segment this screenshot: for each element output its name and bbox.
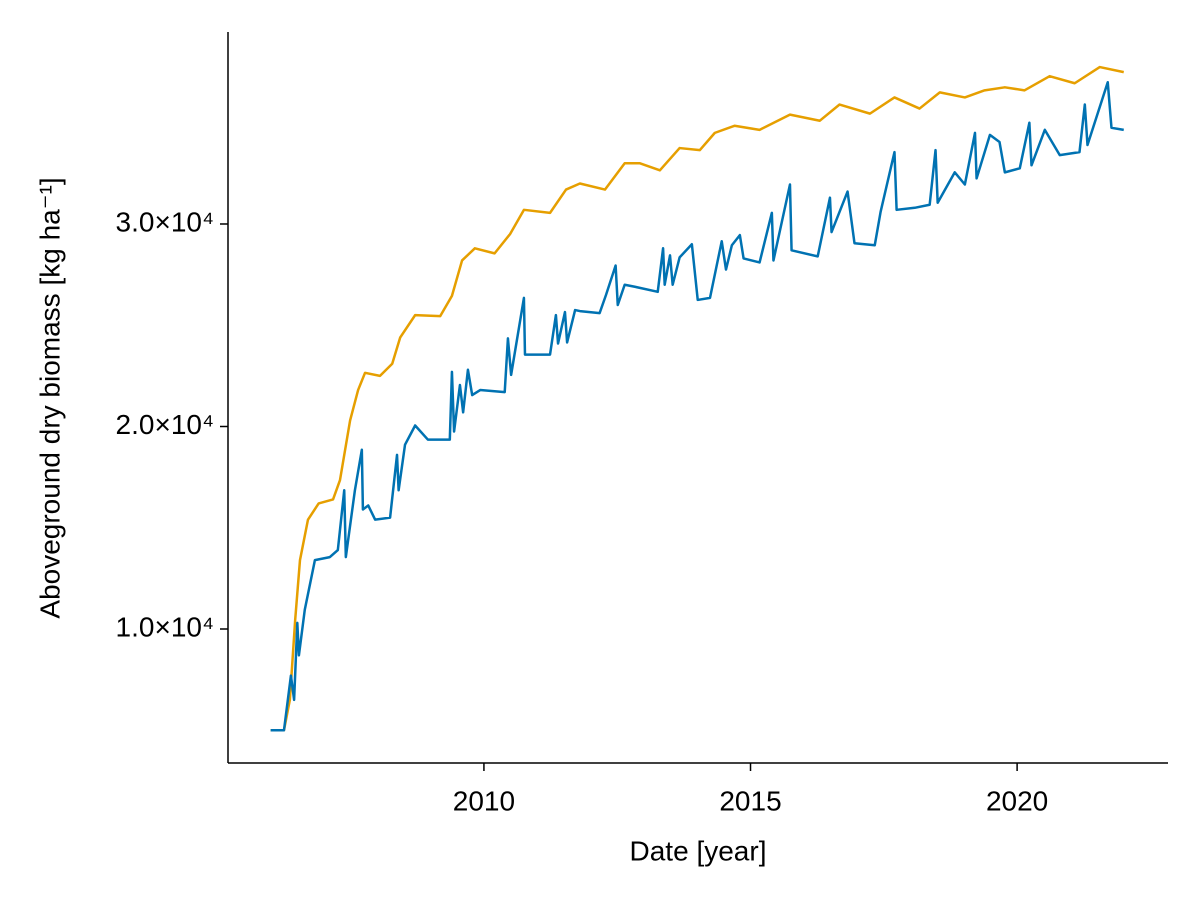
y-tick-label: 1.0×10⁴ — [116, 611, 214, 642]
x-axis-label: Date [year] — [630, 835, 767, 866]
x-tick-label: 2010 — [453, 785, 515, 816]
series-line — [270, 65, 1125, 732]
y-tick-label: 2.0×10⁴ — [116, 409, 214, 440]
y-tick-label: 3.0×10⁴ — [116, 206, 214, 237]
x-tick-label: 2015 — [719, 785, 781, 816]
y-axis-label: Aboveground dry biomass [kg ha⁻¹] — [34, 177, 65, 618]
x-tick-label: 2020 — [986, 785, 1048, 816]
series-line — [270, 80, 1124, 732]
